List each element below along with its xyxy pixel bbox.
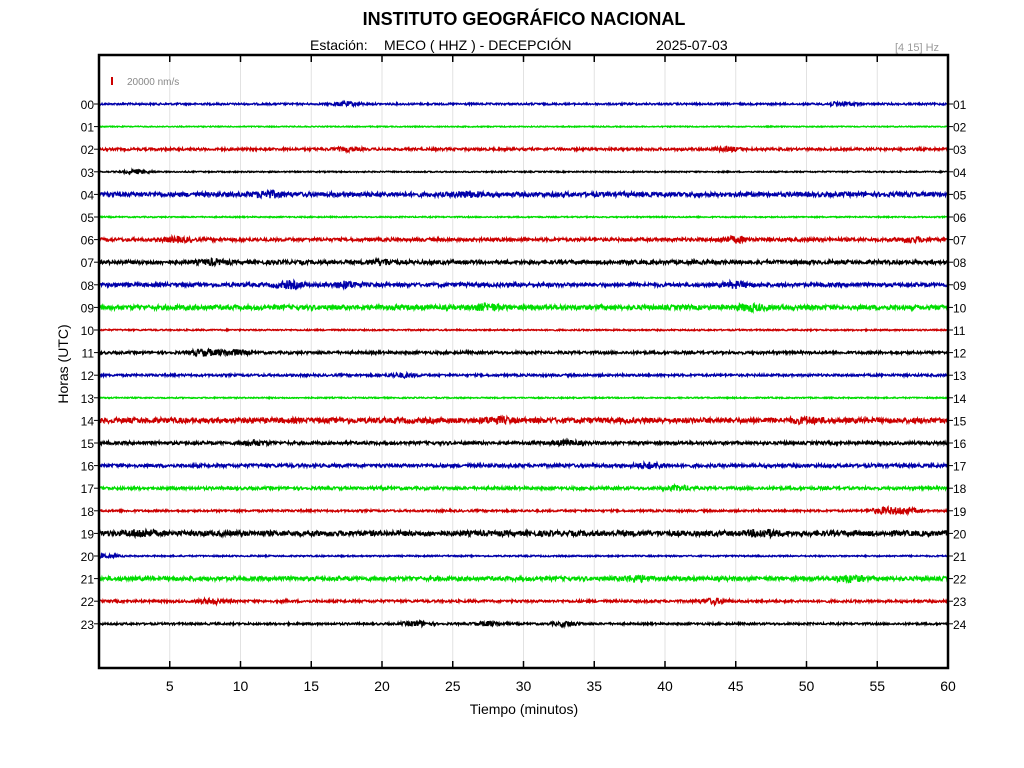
hour-label-left: 14 [81,414,95,428]
hour-label-left: 05 [81,211,95,225]
seismic-trace [98,504,949,517]
hour-label-left: 15 [81,437,95,451]
seismic-trace [98,527,949,540]
x-axis-label: Tiempo (minutos) [470,701,578,717]
seismic-trace [98,327,949,333]
hour-label-right: 03 [953,143,967,157]
hour-label-left: 02 [81,143,95,157]
axis-ticks [94,55,953,668]
grid-lines [169,55,878,668]
seismic-trace [98,574,949,585]
seismic-trace [98,278,949,291]
x-tick-label: 10 [233,678,249,694]
hour-label-left: 17 [81,482,95,496]
hour-label-right: 13 [953,369,967,383]
x-tick-label: 45 [728,678,744,694]
seismic-trace [98,618,949,629]
seismic-trace [98,347,949,358]
hour-label-right: 08 [953,256,967,270]
hour-label-right: 07 [953,234,967,248]
hour-label-left: 10 [81,324,95,338]
y-axis-label: Horas (UTC) [55,324,71,403]
hour-label-right: 24 [953,618,967,632]
x-tick-label: 60 [940,678,956,694]
hour-label-right: 18 [953,482,967,496]
hour-label-left: 12 [81,369,95,383]
hour-label-left: 13 [81,392,95,406]
x-tick-label: 25 [445,678,461,694]
hour-label-left: 08 [81,279,95,293]
station-label: Estación: [310,37,368,53]
hour-label-right: 09 [953,279,967,293]
hour-label-left: 03 [81,166,95,180]
x-tick-label: 40 [657,678,673,694]
x-tick-label: 20 [374,678,390,694]
seismic-trace [98,596,949,608]
hour-label-left: 07 [81,256,95,270]
hour-label-right: 20 [953,527,967,541]
date-label: 2025-07-03 [656,37,728,53]
seismic-trace [98,214,949,220]
x-tick-label: 30 [516,678,532,694]
hour-label-left: 22 [81,595,95,609]
hour-label-right: 06 [953,211,967,225]
hour-label-left: 04 [81,188,95,202]
hour-label-right: 15 [953,414,967,428]
hour-label-left: 16 [81,460,95,474]
chart-title: INSTITUTO GEOGRÁFICO NACIONAL [362,9,686,29]
seismic-trace [98,370,949,380]
hour-label-left: 06 [81,234,95,248]
hour-label-right: 19 [953,505,967,519]
hour-label-right: 17 [953,460,967,474]
x-tick-label: 15 [303,678,319,694]
axis-labels: 5 10 15 20 25 30 35 40 45 50 55 60 00 01 01 02 02 03 03 04 0… [81,98,967,694]
hour-label-right: 10 [953,301,967,315]
hour-label-right: 05 [953,188,967,202]
hour-label-right: 14 [953,392,967,406]
seismic-trace [98,552,949,560]
hour-label-left: 21 [81,573,95,587]
traces [98,99,949,629]
scale-bar-label: 20000 nm/s [127,77,179,88]
hour-label-left: 00 [81,98,95,112]
hour-label-left: 09 [81,301,95,315]
seismic-trace [98,99,949,109]
x-tick-label: 35 [586,678,602,694]
hour-label-right: 01 [953,98,967,112]
hour-label-left: 19 [81,527,95,541]
filter-band-label: [4 15] Hz [895,42,940,54]
x-tick-label: 50 [799,678,815,694]
seismic-trace [98,482,949,493]
station-name: MECO ( HHZ ) - DECEPCIÓN [384,37,572,53]
hour-label-right: 16 [953,437,967,451]
seismic-trace [98,301,949,315]
hour-label-right: 02 [953,121,967,135]
seismic-trace [98,124,949,129]
hour-label-left: 11 [82,347,95,361]
hour-label-right: 21 [953,550,967,564]
seismic-trace [98,459,949,471]
seismic-trace [98,414,949,426]
hour-label-left: 23 [81,618,95,632]
seismic-trace [98,144,949,154]
seismic-trace [98,167,949,176]
hour-label-left: 18 [81,505,95,519]
x-tick-label: 55 [869,678,885,694]
hour-label-right: 12 [953,347,967,361]
hour-label-right: 23 [953,595,967,609]
seismic-trace [98,256,949,268]
seismic-trace [98,188,949,200]
hour-label-right: 22 [953,573,967,587]
seismic-trace [98,437,949,448]
seismic-trace [98,395,949,401]
seismic-trace [98,233,949,245]
hour-label-left: 20 [81,550,95,564]
scale-bar-icon [111,77,113,85]
hour-label-right: 11 [953,324,966,338]
x-tick-label: 5 [166,678,174,694]
hour-label-right: 04 [953,166,967,180]
hour-label-left: 01 [81,121,95,135]
